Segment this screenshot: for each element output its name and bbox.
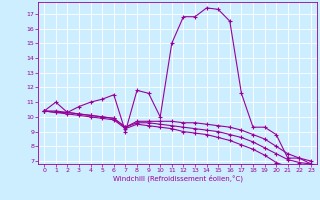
X-axis label: Windchill (Refroidissement éolien,°C): Windchill (Refroidissement éolien,°C): [113, 175, 243, 182]
